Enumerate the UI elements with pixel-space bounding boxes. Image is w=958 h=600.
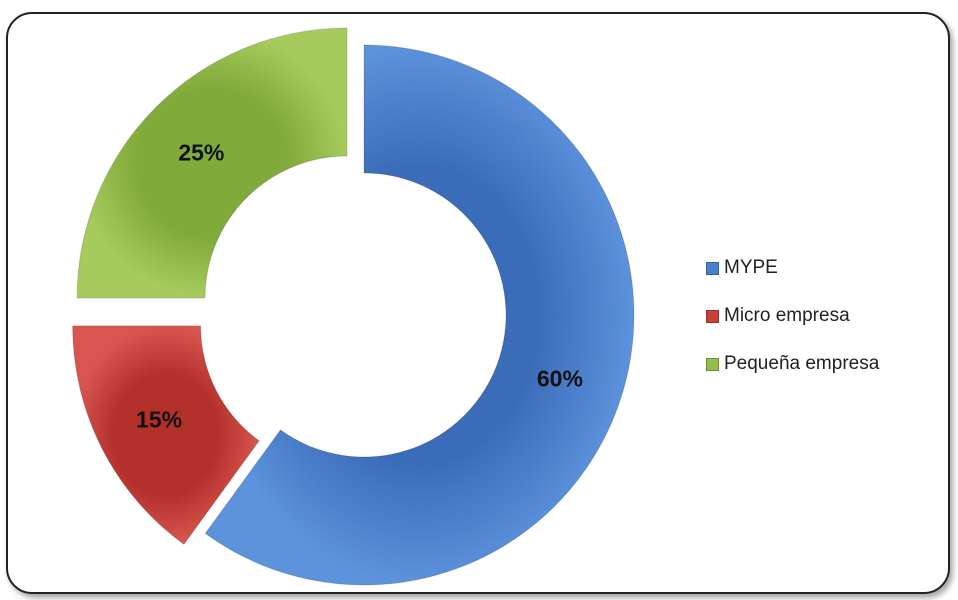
legend-item: MYPE	[706, 244, 946, 292]
legend-label: MYPE	[724, 257, 778, 278]
slice-label-mype: 60%	[537, 366, 583, 392]
legend: MYPE Micro empresa Pequeña empresa	[706, 244, 946, 388]
legend-swatch	[706, 309, 719, 323]
legend-label: Micro empresa	[724, 305, 850, 326]
legend-swatch	[706, 357, 719, 371]
slice-micro-empresa	[72, 325, 260, 546]
legend-swatch	[706, 261, 719, 275]
legend-item: Pequeña empresa	[706, 340, 946, 388]
slice-mype	[204, 44, 635, 586]
legend-label: Pequeña empresa	[724, 353, 880, 374]
slice-label-pequeña-empresa: 25%	[178, 139, 224, 165]
slice-label-micro-empresa: 15%	[136, 406, 182, 432]
legend-item: Micro empresa	[706, 292, 946, 340]
slice-pequeña-empresa	[76, 27, 348, 299]
